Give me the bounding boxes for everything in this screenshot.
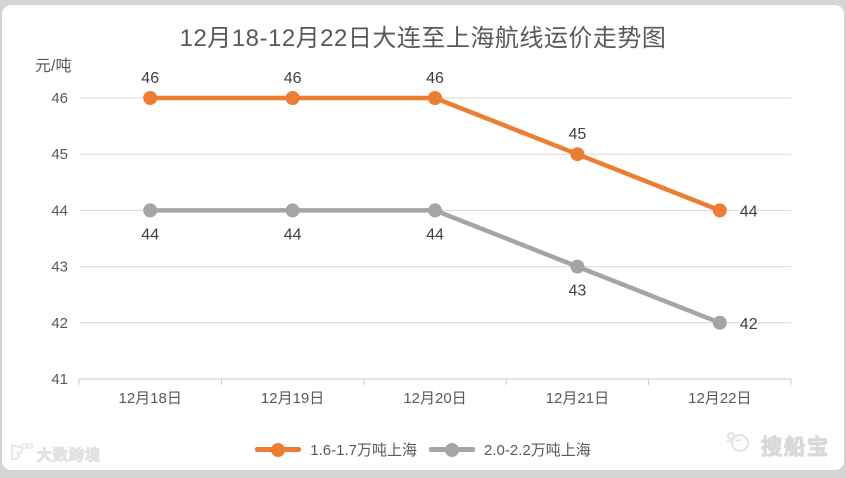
chart-card: 12月18-12月22日大连至上海航线运价走势图 元/吨 46 45 44 43 42 4… (1, 4, 845, 471)
watermark-left-text: 大数跨境 (36, 446, 102, 464)
x-axis-tick-label: 12月22日 (688, 390, 751, 407)
data-label: 44 (426, 226, 444, 243)
data-label: 45 (569, 126, 587, 143)
data-point-series-0 (285, 91, 300, 105)
data-label: 44 (284, 226, 302, 243)
chart-title: 12月18-12月22日大连至上海航线运价走势图 (179, 25, 667, 52)
y-axis-tick-label: 44 (51, 202, 68, 219)
y-axis-tick-label: 46 (51, 90, 68, 107)
chart-legend: 1.6-1.7万吨上海 2.0-2.2万吨上海 (2, 439, 844, 460)
legend-label: 1.6-1.7万吨上海 (310, 442, 417, 459)
y-axis-unit-label: 元/吨 (35, 58, 72, 75)
y-axis-tick-label: 41 (51, 371, 68, 388)
souchuanbao-logo-icon (724, 430, 754, 462)
data-label: 46 (284, 70, 302, 87)
data-label: 42 (740, 316, 758, 333)
data-label: 44 (141, 226, 159, 243)
data-point-series-1 (285, 203, 300, 218)
data-point-series-0 (143, 91, 158, 105)
legend-item: 1.6-1.7万吨上海 (255, 439, 417, 460)
legend-marker-line (255, 442, 302, 457)
data-label: 43 (569, 283, 587, 300)
data-point-series-0 (712, 203, 727, 218)
data-point-series-0 (428, 91, 442, 105)
y-axis-tick-label: 43 (51, 259, 68, 276)
data-point-series-1 (143, 203, 158, 218)
x-axis-tick-label: 12月19日 (261, 390, 324, 407)
legend-label: 2.0-2.2万吨上海 (484, 442, 591, 459)
data-point-series-0 (570, 147, 585, 162)
legend-item: 2.0-2.2万吨上海 (429, 439, 591, 460)
watermark-left: 大数跨境 (8, 441, 101, 467)
line-chart-plot: 46 45 44 43 42 41 12月18日 12月19日 12月20日 12月21日 12月2… (51, 70, 792, 407)
x-axis-tick-label: 12月20日 (403, 390, 466, 407)
legend-marker-line (429, 442, 475, 457)
y-axis-tick-label: 42 (51, 315, 68, 332)
data-label: 44 (740, 203, 758, 220)
watermark-right: 搜船宝 (724, 430, 830, 462)
legend-marker-dot (271, 442, 286, 457)
legend-marker-dot (445, 442, 459, 457)
x-axis-tick-label: 12月21日 (546, 390, 609, 407)
dashu-logo-icon (8, 441, 34, 467)
data-point-series-1 (428, 203, 442, 218)
y-axis-tick-label: 45 (51, 146, 68, 163)
data-point-series-1 (570, 259, 585, 274)
data-label: 46 (141, 70, 159, 87)
data-point-series-1 (712, 315, 727, 330)
data-label: 46 (426, 70, 444, 87)
x-axis-tick-label: 12月18日 (119, 390, 182, 407)
watermark-right-text: 搜船宝 (761, 436, 830, 460)
